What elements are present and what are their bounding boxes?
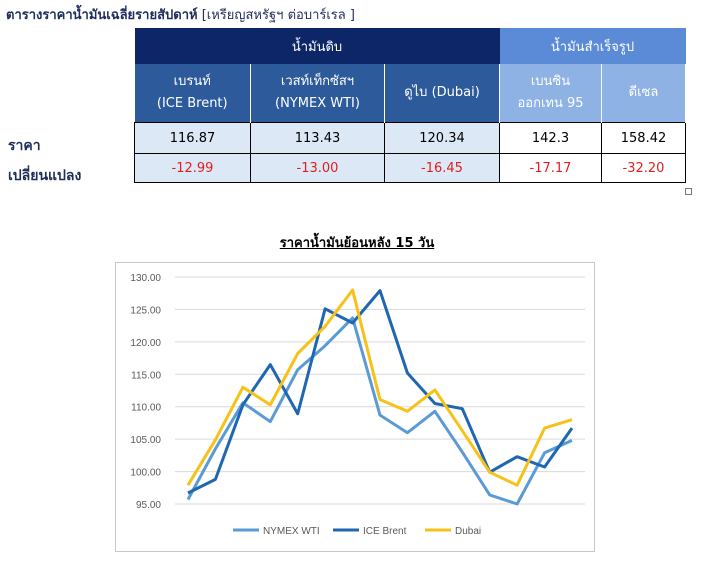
col-header-gasoline-line2: ออกเทน 95	[517, 96, 584, 111]
price-wti: 113.43	[250, 122, 385, 154]
price-table: น้ำมันดิบ น้ำมันสำเร็จรูป เบรนท์ (ICE Br…	[134, 28, 686, 183]
price-line-chart: 95.00 100.00 105.00 110.00 115.00 120.00 125.0…	[115, 262, 595, 552]
price-gasoline: 142.3	[499, 122, 602, 154]
table-title: ตารางราคาน้ำมันเฉลี่ยรายสัปดาห์ [เหรียญส…	[6, 4, 355, 25]
col-header-dubai: ดูไบ (Dubai)	[384, 64, 500, 123]
col-header-gasoline: เบนซิน ออกเทน 95	[499, 64, 602, 123]
chart-y-axis: 95.00 100.00 105.00 110.00 115.00 120.00 125.0…	[130, 273, 161, 511]
series-line-dubai	[186, 288, 573, 487]
legend-label: NYMEX WTI	[263, 526, 320, 537]
y-tick-label: 95.00	[136, 500, 161, 511]
y-tick-label: 130.00	[130, 273, 161, 284]
group-header-refined: น้ำมันสำเร็จรูป	[499, 28, 686, 64]
price-brent: 116.87	[134, 122, 251, 154]
change-gasoline: -17.17	[499, 153, 602, 183]
table-title-main: ตารางราคาน้ำมันเฉลี่ยรายสัปดาห์	[6, 8, 198, 23]
change-brent: -12.99	[134, 153, 251, 183]
resize-handle[interactable]	[685, 188, 692, 195]
col-header-brent-line2: (ICE Brent)	[156, 96, 228, 111]
change-dubai: -16.45	[384, 153, 500, 183]
legend-label: Dubai	[455, 526, 481, 537]
table-title-unit: [เหรียญสหรัฐฯ ต่อบาร์เรล ]	[201, 8, 355, 23]
y-tick-label: 105.00	[130, 435, 161, 446]
y-tick-label: 100.00	[130, 468, 161, 479]
col-header-diesel: ดีเซล	[601, 64, 686, 123]
price-diesel: 158.42	[601, 122, 686, 154]
series-line-nymex-wti	[186, 316, 573, 506]
col-header-brent-line1: เบรนท์	[173, 74, 211, 89]
col-header-brent: เบรนท์ (ICE Brent)	[134, 64, 251, 123]
chart-legend: NYMEX WTI ICE Brent Dubai	[233, 526, 481, 537]
row-label-change: เปลี่ยนแปลง	[8, 168, 82, 184]
chart-series	[186, 288, 574, 506]
y-tick-label: 115.00	[131, 370, 161, 381]
group-header-crude: น้ำมันดิบ	[134, 28, 500, 64]
col-header-diesel-line1: ดีเซล	[628, 85, 659, 100]
price-dubai: 120.34	[384, 122, 500, 154]
col-header-wti-line2: (NYMEX WTI)	[275, 96, 360, 111]
y-tick-label: 110.00	[131, 403, 161, 414]
legend-label: ICE Brent	[363, 526, 407, 537]
col-header-gasoline-line1: เบนซิน	[530, 74, 571, 89]
y-tick-label: 120.00	[130, 338, 161, 349]
col-header-wti-line1: เวสท์เท็กซัสฯ	[280, 74, 355, 89]
col-header-wti: เวสท์เท็กซัสฯ (NYMEX WTI)	[250, 64, 385, 123]
row-label-price: ราคา	[8, 138, 41, 154]
chart-title: ราคาน้ำมันย้อนหลัง 15 วัน	[279, 236, 435, 251]
change-wti: -13.00	[250, 153, 385, 183]
col-header-dubai-line1: ดูไบ (Dubai)	[404, 85, 480, 100]
y-tick-label: 125.00	[130, 305, 161, 316]
change-diesel: -32.20	[601, 153, 686, 183]
